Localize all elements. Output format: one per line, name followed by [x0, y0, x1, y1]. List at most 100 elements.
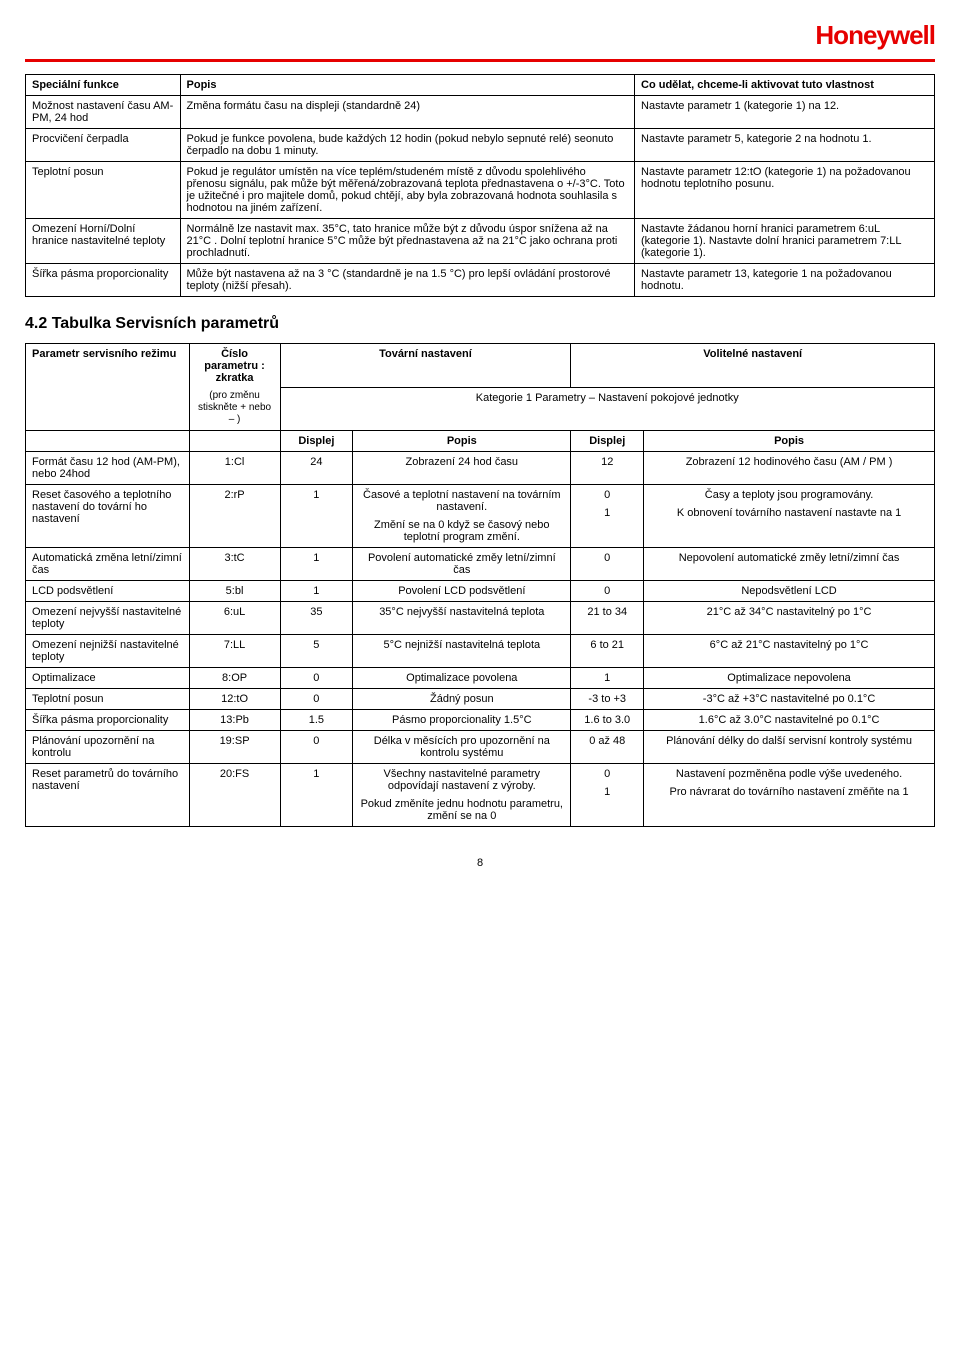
table-row: Teplotní posunPokud je regulátor umístěn… — [26, 162, 935, 219]
t2-sub-fdesc: Popis — [353, 431, 571, 452]
t1-head-action: Co udělat, chceme-li aktivovat tuto vlas… — [635, 75, 935, 96]
brand-logo: Honeywell — [815, 20, 935, 51]
table-cell: Nepodsvětlení LCD — [644, 581, 935, 602]
t2-sub-od: Displej — [571, 431, 644, 452]
table-cell: Procvičení čerpadla — [26, 129, 181, 162]
table-cell: -3 to +3 — [571, 689, 644, 710]
table-cell: 01 — [571, 764, 644, 827]
table-cell: 8:OP — [189, 668, 280, 689]
t2-head-param: Parametr servisního režimu — [26, 344, 190, 431]
t2-category-row: Kategorie 1 Parametry – Nastavení pokojo… — [280, 387, 935, 431]
table-cell: Šířka pásma proporcionality — [26, 264, 181, 297]
table-cell: 35 — [280, 602, 353, 635]
t2-head-code: Číslo parametru : zkratka (pro změnu sti… — [189, 344, 280, 431]
table-row: Automatická změna letní/zimní čas3:tC1Po… — [26, 548, 935, 581]
t2-head-factory: Tovární nastavení — [280, 344, 571, 388]
table-cell: 6°C až 21°C nastavitelný po 1°C — [644, 635, 935, 668]
table-cell: Plánování upozornění na kontrolu — [26, 731, 190, 764]
table-cell: -3°C až +3°C nastavitelné po 0.1°C — [644, 689, 935, 710]
table-cell: Nastavte parametr 1 (kategorie 1) na 12. — [635, 96, 935, 129]
table-cell: 1.5 — [280, 710, 353, 731]
table-row: Reset parametrů do továrního nastavení20… — [26, 764, 935, 827]
table-cell: 1.6°C až 3.0°C nastavitelné po 0.1°C — [644, 710, 935, 731]
table-cell: 01 — [571, 485, 644, 548]
table-cell: Možnost nastavení času AM-PM, 24 hod — [26, 96, 181, 129]
table-cell: Optimalizace povolena — [353, 668, 571, 689]
table-cell: 1 — [280, 548, 353, 581]
table-cell: Omezení Horní/Dolní hranice nastavitelné… — [26, 219, 181, 264]
table-row: Možnost nastavení času AM-PM, 24 hodZměn… — [26, 96, 935, 129]
table-row: Teplotní posun12:tO0Žádný posun-3 to +3-… — [26, 689, 935, 710]
table-row: Optimalizace8:OP0Optimalizace povolena1O… — [26, 668, 935, 689]
table-cell: 6:uL — [189, 602, 280, 635]
t2-sub-odesc: Popis — [644, 431, 935, 452]
table-cell: 1 — [280, 581, 353, 602]
table-cell: Zobrazení 24 hod času — [353, 452, 571, 485]
table-cell: Pásmo proporcionality 1.5°C — [353, 710, 571, 731]
table-cell: Nastavte parametr 12:tO (kategorie 1) na… — [635, 162, 935, 219]
table-cell: Nastavte žádanou horní hranici parametre… — [635, 219, 935, 264]
table-cell: 5:bl — [189, 581, 280, 602]
table-cell: 1.6 to 3.0 — [571, 710, 644, 731]
table-cell: 0 — [571, 548, 644, 581]
special-functions-table: Speciální funkce Popis Co udělat, chceme… — [25, 74, 935, 297]
table-row: Omezení Horní/Dolní hranice nastavitelné… — [26, 219, 935, 264]
table-cell: Teplotní posun — [26, 162, 181, 219]
table-cell: 1 — [280, 485, 353, 548]
table-row: Plánování upozornění na kontrolu19:SP0Dé… — [26, 731, 935, 764]
table-cell: Žádný posun — [353, 689, 571, 710]
table-cell: Nastavte parametr 5, kategorie 2 na hodn… — [635, 129, 935, 162]
table-cell: 0 — [571, 581, 644, 602]
table-cell: 1 — [280, 764, 353, 827]
table-cell: 13:Pb — [189, 710, 280, 731]
table-cell: Časové a teplotní nastavení na továrním … — [353, 485, 571, 548]
table-cell: 12 — [571, 452, 644, 485]
table-cell: Reset parametrů do továrního nastavení — [26, 764, 190, 827]
service-params-table: Parametr servisního režimu Číslo paramet… — [25, 343, 935, 827]
table-cell: 2:rP — [189, 485, 280, 548]
table-cell: Automatická změna letní/zimní čas — [26, 548, 190, 581]
table-cell: Šířka pásma proporcionality — [26, 710, 190, 731]
table-cell: Nepovolení automatické změy letní/zimní … — [644, 548, 935, 581]
table-cell: Teplotní posun — [26, 689, 190, 710]
t2-sub-fd: Displej — [280, 431, 353, 452]
table-cell: 0 — [280, 731, 353, 764]
t2-sub-empty1 — [26, 431, 190, 452]
table-row: Omezení nejnižší nastavitelné teploty7:L… — [26, 635, 935, 668]
table-cell: Může být nastavena až na 3 °C (standardn… — [180, 264, 635, 297]
table-row: Šířka pásma proporcionality13:Pb1.5Pásmo… — [26, 710, 935, 731]
header-divider — [25, 59, 935, 62]
table-cell: 12:tO — [189, 689, 280, 710]
table-cell: 0 — [280, 668, 353, 689]
table-row: Reset časového a teplotního nastavení do… — [26, 485, 935, 548]
table-cell: 0 — [280, 689, 353, 710]
table-cell: 5 — [280, 635, 353, 668]
table-cell: 5°C nejnižší nastavitelná teplota — [353, 635, 571, 668]
table-cell: 21°C až 34°C nastavitelný po 1°C — [644, 602, 935, 635]
table-cell: 35°C nejvyšší nastavitelná teplota — [353, 602, 571, 635]
t2-head-optional: Volitelné nastavení — [571, 344, 935, 388]
table-cell: Reset časového a teplotního nastavení do… — [26, 485, 190, 548]
section-heading: 4.2 Tabulka Servisních parametrů — [25, 315, 935, 333]
table-cell: 7:LL — [189, 635, 280, 668]
table-cell: Optimalizace nepovolena — [644, 668, 935, 689]
table-cell: 1 — [571, 668, 644, 689]
t2-sub-empty2 — [189, 431, 280, 452]
t1-head-desc: Popis — [180, 75, 635, 96]
table-row: Omezení nejvyšší nastavitelné teploty6:u… — [26, 602, 935, 635]
table-cell: Zobrazení 12 hodinového času (AM / PM ) — [644, 452, 935, 485]
table-cell: Pokud je regulátor umístěn na více teplé… — [180, 162, 635, 219]
table-cell: 20:FS — [189, 764, 280, 827]
table-cell: Délka v měsících pro upozornění na kontr… — [353, 731, 571, 764]
table-cell: 1:Cl — [189, 452, 280, 485]
table-cell: Změna formátu času na displeji (standard… — [180, 96, 635, 129]
table-cell: Povolení automatické změy letní/zimní ča… — [353, 548, 571, 581]
table-cell: Omezení nejvyšší nastavitelné teploty — [26, 602, 190, 635]
table-cell: 19:SP — [189, 731, 280, 764]
table-cell: LCD podsvětlení — [26, 581, 190, 602]
table-row: Procvičení čerpadlaPokud je funkce povol… — [26, 129, 935, 162]
table-cell: 3:tC — [189, 548, 280, 581]
table-cell: 0 až 48 — [571, 731, 644, 764]
table-cell: 21 to 34 — [571, 602, 644, 635]
table-cell: Pokud je funkce povolena, bude každých 1… — [180, 129, 635, 162]
